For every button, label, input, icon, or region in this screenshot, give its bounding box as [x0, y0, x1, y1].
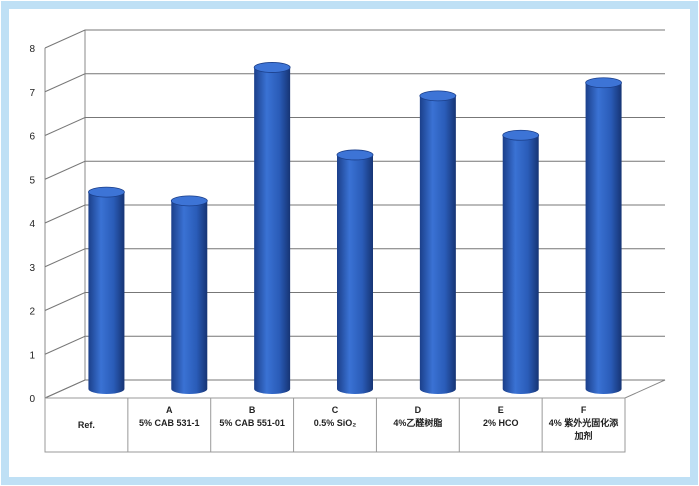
- grid-line: [44, 29, 665, 49]
- bar: [337, 154, 373, 394]
- y-tick-label: 8: [29, 44, 35, 55]
- category-label: A 5% CAB 531-1: [134, 404, 205, 430]
- category-label: F 4% 紫外光固化添加剂: [548, 404, 619, 443]
- category-code: B: [248, 405, 256, 415]
- grid-line: [44, 335, 665, 355]
- category-code: C: [331, 405, 339, 415]
- table: [44, 397, 626, 453]
- category-label: D 4%乙醛树脂: [382, 404, 453, 430]
- y-tick-label: 4: [29, 219, 35, 230]
- category-code: E: [497, 405, 504, 415]
- bar-top: [170, 195, 208, 207]
- category-name: 4% 紫外光固化添加剂: [548, 418, 619, 441]
- bar: [585, 82, 622, 394]
- y-tick-label: 6: [29, 132, 35, 143]
- bar: [419, 95, 456, 394]
- category-name: 4%乙醛树脂: [393, 418, 443, 428]
- bar: [171, 200, 208, 394]
- grid-line: [44, 204, 665, 224]
- y-tick-label: 7: [29, 88, 35, 99]
- category-code: A: [166, 405, 173, 415]
- bar-top: [253, 62, 291, 73]
- y-tick-label: 3: [29, 263, 35, 274]
- y-tick-label: 5: [29, 175, 35, 186]
- category-code: F: [580, 405, 587, 415]
- category-label: E 2% HCO: [465, 404, 536, 430]
- grid-line: [44, 379, 665, 399]
- bar-top: [502, 129, 540, 141]
- category-name: 5% CAB 531-1: [139, 418, 200, 428]
- grid-line: [44, 248, 665, 268]
- category-name: 0.5% SiO₂: [313, 418, 357, 428]
- grid-line: [44, 160, 665, 180]
- bar-top: [88, 186, 125, 198]
- category-code: D: [414, 405, 422, 415]
- category-label: Ref.: [51, 419, 122, 432]
- y-tick-label: 2: [29, 307, 35, 318]
- y-tick-label: 0: [29, 394, 35, 405]
- category-name: Ref.: [77, 420, 95, 430]
- bar: [88, 192, 125, 394]
- category-name: 5% CAB 551-01: [219, 418, 285, 428]
- grid-line: [44, 117, 665, 136]
- bar-top: [419, 90, 457, 102]
- category-label: B 5% CAB 551-01: [217, 404, 288, 430]
- grid-line: [44, 73, 665, 93]
- grid-line: [44, 292, 665, 311]
- category-name: 2% HCO: [482, 418, 519, 428]
- bar-top: [585, 77, 622, 89]
- category-label: C 0.5% SiO₂: [300, 404, 371, 430]
- bar: [254, 67, 291, 394]
- bar: [502, 135, 539, 394]
- bar-top: [336, 149, 374, 161]
- y-tick-label: 1: [29, 350, 35, 361]
